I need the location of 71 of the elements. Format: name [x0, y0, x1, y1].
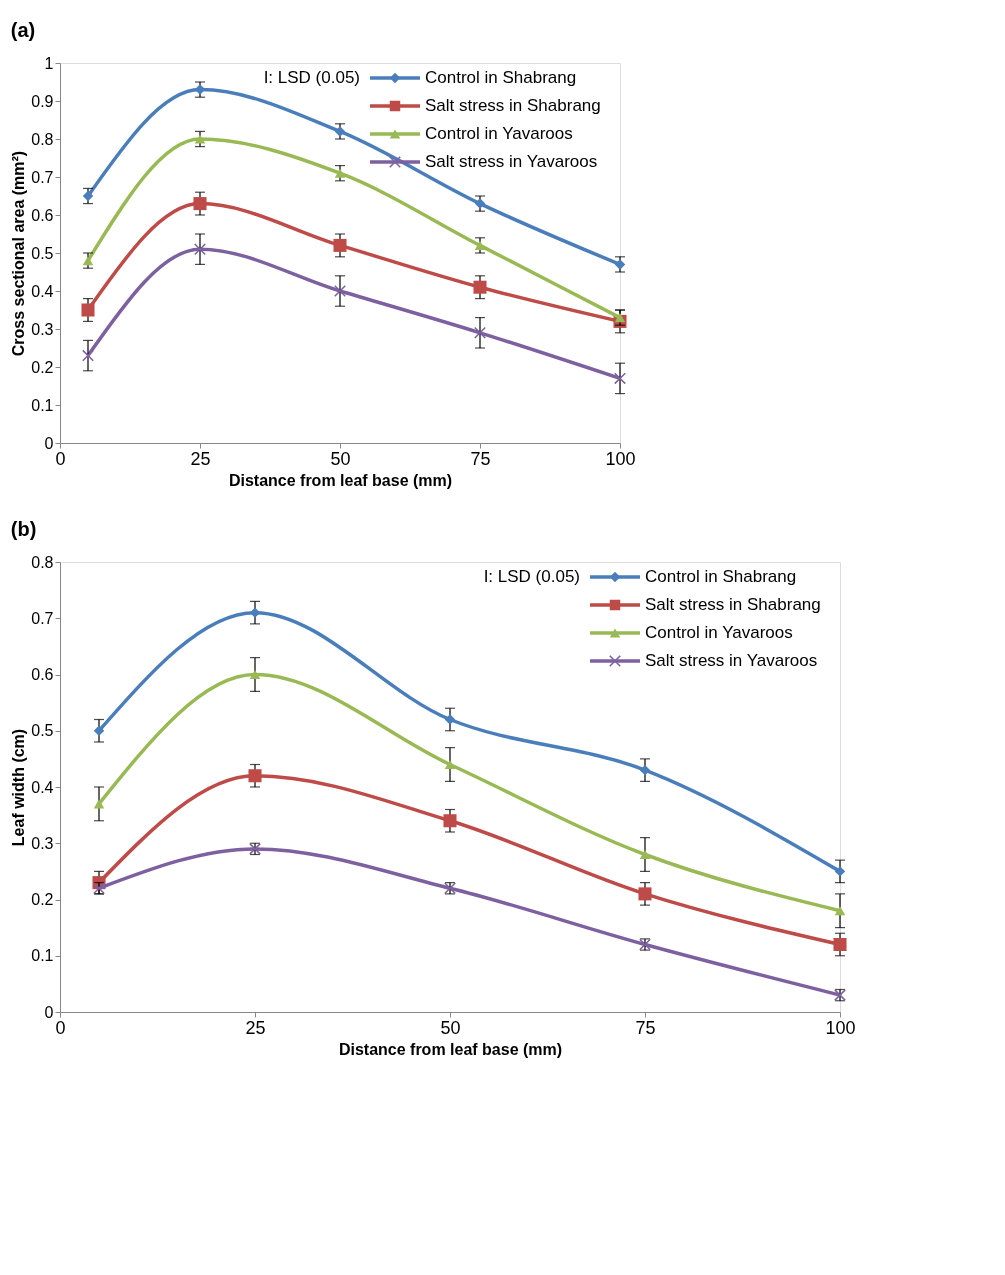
annotation: I: LSD (0.05) — [483, 567, 580, 586]
y-tick-label: 0 — [44, 1003, 54, 1021]
x-tick-label: 50 — [330, 448, 351, 469]
chart-title: (b) — [10, 518, 37, 540]
legend-label: Salt stress in Shabrang — [425, 96, 601, 115]
point — [248, 769, 262, 783]
x-axis-title: Distance from leaf base (mm) — [228, 471, 453, 489]
annotation: I: LSD (0.05) — [263, 68, 360, 87]
y-tick-label: 0.3 — [31, 320, 54, 338]
legend-label: Salt stress in Yavaroos — [645, 651, 818, 670]
y-tick-label: 0.1 — [31, 947, 54, 965]
point — [834, 906, 846, 916]
legend-label: Salt stress in Shabrang — [645, 595, 821, 614]
legend-label: Control in Shabrang — [645, 567, 797, 586]
point — [334, 285, 346, 297]
point — [834, 866, 846, 877]
point — [333, 238, 347, 252]
point — [614, 313, 626, 323]
point — [194, 134, 206, 144]
y-tick-label: 0.4 — [31, 282, 54, 300]
point — [444, 759, 456, 770]
x-tick-label: 75 — [470, 448, 491, 469]
y-axis-title: Leaf width (cm) — [10, 728, 28, 847]
point — [82, 256, 94, 266]
point — [474, 326, 486, 339]
x-tick-label: 25 — [245, 1017, 266, 1038]
point — [82, 349, 94, 362]
x-axis-title: Distance from leaf base (mm) — [338, 1040, 563, 1058]
legend-label: Control in Yavaroos — [645, 623, 793, 642]
point — [639, 764, 651, 776]
point — [638, 887, 652, 901]
y-tick-label: 0.5 — [31, 722, 54, 740]
x-tick-label: 100 — [605, 448, 636, 469]
y-tick-label: 0.5 — [31, 244, 54, 262]
point — [334, 168, 346, 178]
y-tick-label: 0.3 — [31, 834, 54, 852]
legend-label: Control in Yavaroos — [425, 124, 573, 143]
point — [93, 725, 105, 736]
point — [81, 303, 95, 317]
y-axis-title: Cross sectional area (mm²) — [10, 150, 28, 357]
point — [833, 937, 847, 952]
y-tick-label: 0.8 — [31, 130, 54, 148]
point — [473, 280, 487, 294]
point — [193, 197, 207, 211]
point — [444, 714, 456, 725]
y-tick-label: 0 — [44, 434, 54, 452]
point — [614, 372, 626, 385]
y-tick-label: 0.6 — [31, 666, 54, 683]
y-tick-label: 0.7 — [31, 168, 54, 186]
chart-title: (a) — [10, 19, 36, 41]
point — [639, 849, 651, 860]
y-tick-label: 1 — [44, 54, 54, 72]
y-tick-label: 0.4 — [31, 778, 54, 796]
y-tick-label: 0.2 — [31, 358, 54, 376]
point — [249, 669, 261, 680]
y-tick-label: 0.6 — [31, 206, 54, 224]
legend-label: Control in Shabrang — [425, 68, 577, 87]
point — [474, 240, 486, 250]
y-tick-label: 0.1 — [31, 396, 54, 414]
point — [194, 243, 206, 256]
point — [443, 814, 457, 828]
y-tick-label: 0.9 — [31, 92, 54, 110]
y-tick-label: 0.2 — [31, 891, 54, 908]
x-tick-label: 100 — [825, 1017, 856, 1038]
x-tick-label: 75 — [635, 1017, 656, 1038]
x-tick-label: 25 — [190, 448, 211, 469]
point — [93, 799, 105, 809]
x-tick-label: 50 — [440, 1017, 461, 1038]
legend-label: Salt stress in Yavaroos — [425, 152, 598, 171]
y-tick-label: 0.7 — [31, 609, 54, 627]
y-tick-label: 0.8 — [31, 553, 54, 571]
